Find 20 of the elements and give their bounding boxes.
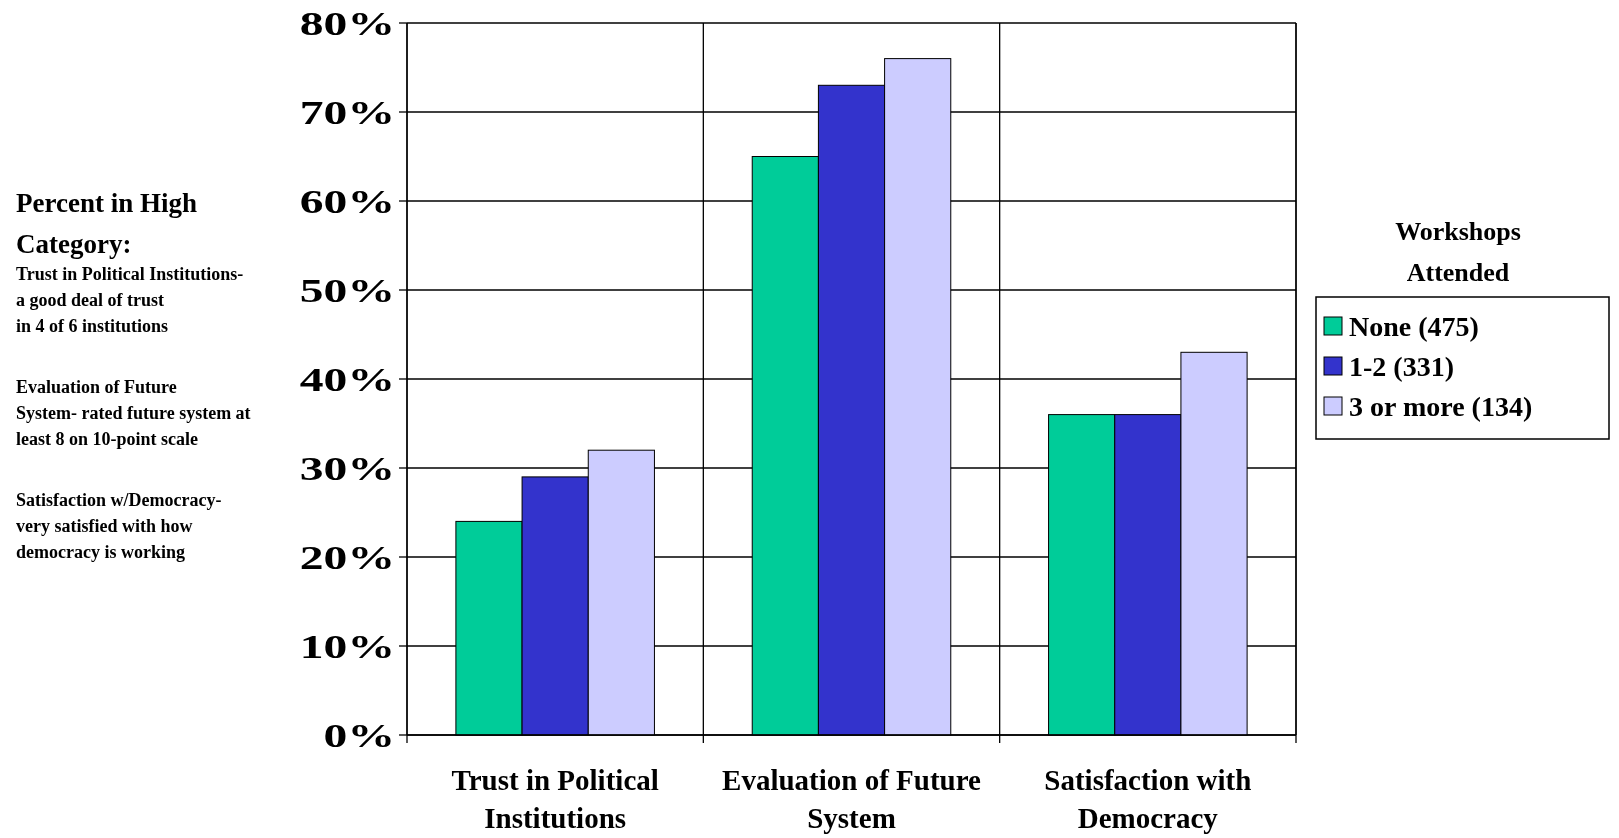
y-tick-label: 70% bbox=[299, 93, 395, 132]
y-tick-label: 50% bbox=[299, 271, 395, 310]
legend-label: None (475) bbox=[1349, 310, 1479, 342]
text: Evaluation of Future System- rated future system at least 8 on 10-point scale bbox=[16, 377, 251, 449]
y-tick-label: 20% bbox=[299, 538, 395, 577]
y-tick-label: 40% bbox=[299, 360, 395, 399]
y-tick-label: 60% bbox=[299, 182, 395, 221]
y-tick-label: 80% bbox=[299, 4, 395, 43]
text: Trust in Political Institutions- a good deal of trust in 4 of 6 institutions bbox=[16, 264, 244, 336]
y-tick-label: 30% bbox=[299, 449, 395, 488]
legend-label: 1-2 (331) bbox=[1349, 350, 1454, 382]
text: Satisfaction w/Democracy- very satisfied with how democracy is working bbox=[16, 490, 222, 562]
legend-label: 3 or more (134) bbox=[1349, 390, 1533, 422]
y-tick-label: 10% bbox=[299, 627, 395, 666]
x-tick-label: Evaluation of Future System bbox=[722, 764, 982, 834]
x-tick-label: Trust in Political Institutions bbox=[451, 764, 659, 834]
x-tick-label: Satisfaction with Democracy bbox=[1044, 764, 1252, 834]
legend-title: Workshops Attended bbox=[1395, 217, 1521, 287]
y-tick-label: 0% bbox=[323, 716, 395, 755]
text: Percent in High Category: bbox=[16, 188, 197, 259]
